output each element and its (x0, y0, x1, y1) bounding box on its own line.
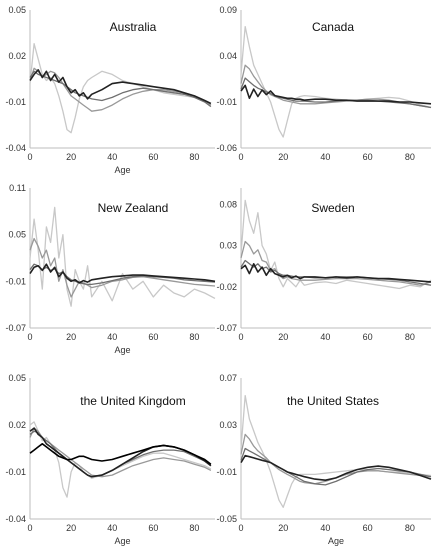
x-tick-label: 80 (405, 332, 415, 342)
x-tick-label: 0 (27, 332, 32, 342)
x-axis-label: Age (328, 536, 344, 546)
x-tick-label: 0 (27, 523, 32, 533)
panel-title: the United Kingdom (80, 394, 185, 408)
x-tick-label: 0 (238, 332, 243, 342)
y-tick-label: -0.01 (216, 97, 237, 107)
y-tick-label: 0.09 (219, 5, 237, 15)
panel-title: Canada (312, 20, 354, 34)
x-axis-label: Age (114, 345, 130, 355)
chart-panel: -0.04 -0.01 0.02 0.05 0 20 40 60 80 Age the United… (5, 373, 215, 546)
x-tick-label: 40 (107, 332, 117, 342)
y-tick-label: -0.01 (216, 467, 237, 477)
y-tick-label: -0.01 (5, 276, 26, 286)
series-line (240, 240, 432, 286)
panel-title: Sweden (311, 201, 354, 215)
x-tick-label: 80 (405, 523, 415, 533)
series-line (240, 394, 432, 508)
chart-panel: -0.07 -0.01 0.05 0.11 0 20 40 60 80 Age New Zealan… (5, 183, 216, 355)
x-tick-label: 40 (320, 152, 330, 162)
x-tick-label: 80 (189, 332, 199, 342)
y-tick-label: 0.02 (8, 420, 26, 430)
y-tick-label: 0.05 (8, 230, 26, 240)
x-tick-label: 60 (363, 523, 373, 533)
panel-title: Australia (110, 20, 157, 34)
series-line (240, 447, 432, 486)
chart-panel: -0.07 -0.02 0.03 0.08 0 20 40 60 80 Sweden (216, 188, 432, 342)
x-tick-label: 40 (320, 332, 330, 342)
x-tick-label: 40 (107, 152, 117, 162)
y-tick-label: -0.06 (216, 143, 237, 153)
y-tick-label: 0.08 (219, 199, 237, 209)
x-tick-label: 60 (148, 152, 158, 162)
y-tick-label: 0.11 (9, 183, 26, 193)
y-tick-label: -0.02 (216, 282, 237, 292)
x-tick-label: 60 (363, 152, 373, 162)
y-tick-label: 0.04 (219, 51, 237, 61)
series-line (29, 43, 212, 134)
chart-panel: -0.05 -0.01 0.03 0.07 0 20 40 60 80 Age the United… (216, 373, 432, 546)
x-tick-label: 0 (27, 152, 32, 162)
x-tick-label: 0 (238, 523, 243, 533)
y-tick-label: -0.05 (216, 514, 237, 524)
x-tick-label: 80 (189, 523, 199, 533)
chart-panel: -0.04 -0.01 0.02 0.05 0 20 40 60 80 Age Australia (5, 5, 215, 175)
series-line (240, 262, 432, 283)
series-line (240, 84, 432, 105)
y-tick-label: -0.07 (5, 323, 26, 333)
series-line (240, 64, 432, 109)
x-axis-label: Age (114, 536, 130, 546)
y-tick-label: -0.04 (5, 143, 26, 153)
x-tick-label: 80 (405, 152, 415, 162)
series-line (29, 430, 212, 478)
series-line (29, 206, 216, 307)
y-tick-label: -0.04 (5, 514, 26, 524)
panel-title: the United States (287, 394, 379, 408)
x-tick-label: 60 (148, 332, 158, 342)
x-tick-label: 60 (363, 332, 373, 342)
x-tick-label: 0 (238, 152, 243, 162)
panel-title: New Zealand (98, 201, 169, 215)
series-line (240, 454, 432, 482)
series-line (240, 199, 432, 290)
series-line (240, 433, 432, 485)
x-tick-label: 20 (278, 523, 288, 533)
y-tick-label: -0.01 (5, 97, 26, 107)
x-tick-label: 20 (278, 332, 288, 342)
x-tick-label: 20 (278, 152, 288, 162)
x-tick-label: 20 (66, 152, 76, 162)
series-line (29, 67, 212, 112)
series-line (29, 263, 216, 284)
y-tick-label: 0.05 (8, 5, 26, 15)
y-tick-label: 0.07 (219, 373, 237, 383)
series-line (240, 25, 432, 138)
y-tick-label: -0.01 (5, 467, 26, 477)
y-tick-label: 0.03 (219, 420, 237, 430)
y-tick-label: 0.02 (8, 51, 26, 61)
x-tick-label: 80 (189, 152, 199, 162)
series-line (29, 69, 212, 105)
series-line (29, 442, 212, 465)
x-tick-label: 20 (66, 332, 76, 342)
x-axis-label: Age (114, 165, 130, 175)
y-tick-label: -0.07 (216, 323, 237, 333)
y-tick-label: 0.03 (219, 241, 237, 251)
chart-panel: -0.06 -0.01 0.04 0.09 0 20 40 60 80 Canada (216, 5, 432, 162)
series-line (29, 421, 212, 498)
x-tick-label: 40 (107, 523, 117, 533)
x-tick-label: 20 (66, 523, 76, 533)
series-line (29, 427, 212, 478)
y-tick-label: 0.05 (8, 373, 26, 383)
x-tick-label: 40 (320, 523, 330, 533)
x-tick-label: 60 (148, 523, 158, 533)
